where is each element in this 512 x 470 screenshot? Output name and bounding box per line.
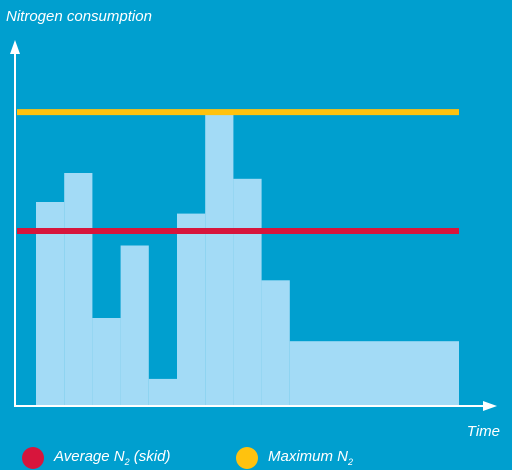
legend-swatch-average — [22, 446, 44, 469]
legend-label-average: Average N2 (skid) — [54, 448, 171, 467]
bar-step-1 — [64, 173, 93, 405]
bar-step-7 — [233, 178, 262, 405]
x-axis-arrow — [483, 401, 497, 411]
bar-step-6 — [205, 115, 234, 405]
bar-step-0 — [36, 202, 65, 405]
bar-step-2 — [92, 318, 121, 405]
y-axis-label: Nitrogen consumption — [6, 8, 152, 25]
x-axis-label: Time — [466, 423, 500, 440]
legend-item-average: Average N2 (skid) — [22, 445, 170, 470]
legend-label-maximum: Maximum N2 — [268, 448, 354, 467]
bar-step-4 — [148, 378, 177, 405]
legend-item-maximum: Maximum N2 — [236, 445, 353, 470]
bar-step-3 — [120, 245, 149, 405]
y-axis-arrow — [10, 40, 20, 54]
bar-step-5 — [177, 213, 206, 405]
legend: Average N2 (skid) Maximum N2 — [0, 445, 512, 470]
bar-step-8 — [261, 280, 290, 405]
bar-step-9 — [289, 341, 459, 405]
legend-swatch-maximum — [236, 446, 258, 469]
